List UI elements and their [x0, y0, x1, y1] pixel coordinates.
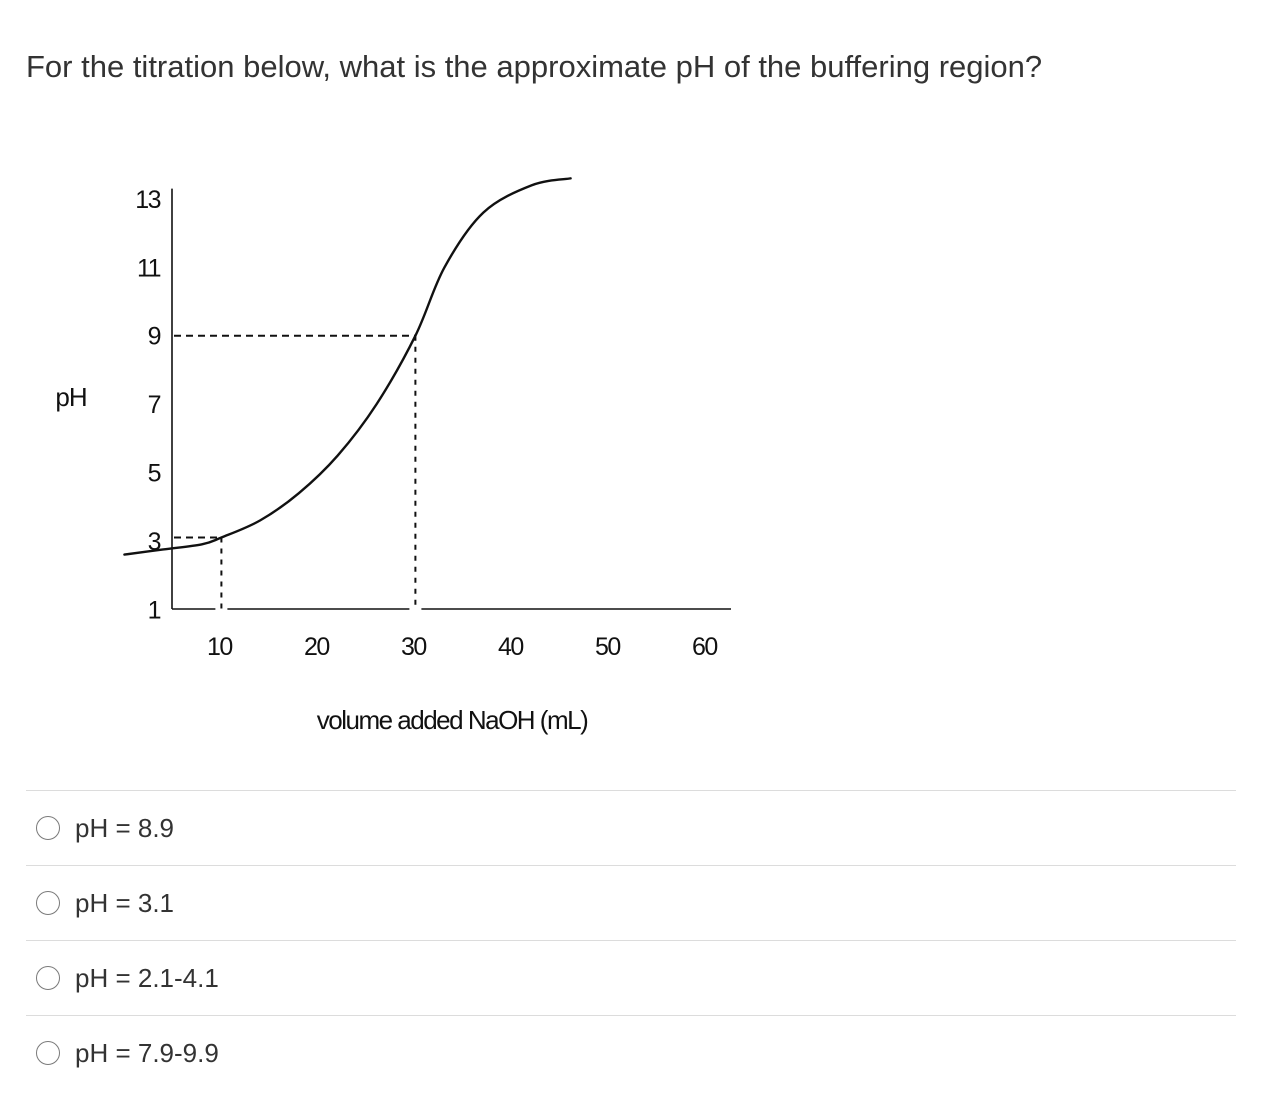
answer-option-label: pH = 8.9 [75, 812, 175, 843]
answer-options: pH = 8.9 pH = 3.1 pH = 2.1-4.1 pH = 7.9-… [26, 790, 1236, 1090]
y-tick-label: 11 [137, 254, 161, 282]
question-text: For the titration below, what is the app… [26, 49, 1043, 84]
y-tick-label: 13 [135, 186, 160, 214]
radio-button[interactable] [36, 1041, 60, 1065]
radio-button[interactable] [36, 966, 60, 990]
answer-option-3[interactable]: pH = 2.1-4.1 [26, 940, 1236, 1015]
y-tick-label: 5 [148, 460, 161, 488]
x-tick-label: 30 [401, 633, 426, 661]
x-tick-label: 60 [692, 633, 717, 661]
answer-option-label: pH = 3.1 [75, 887, 175, 918]
titration-chart: pH volume added NaOH (mL) 1 3 5 7 9 11 13 10 20 3… [55, 177, 731, 735]
radio-button[interactable] [36, 891, 60, 915]
x-tick-label: 50 [595, 633, 620, 661]
answer-option-4[interactable]: pH = 7.9-9.9 [26, 1015, 1236, 1090]
x-axis-label: volume added NaOH (mL) [317, 705, 588, 735]
y-tick-label: 9 [148, 323, 161, 351]
answer-option-2[interactable]: pH = 3.1 [26, 865, 1236, 940]
y-axis-label: pH [55, 382, 86, 412]
answer-option-label: pH = 2.1-4.1 [75, 962, 219, 993]
radio-button[interactable] [36, 816, 60, 840]
answer-option-1[interactable]: pH = 8.9 [26, 790, 1236, 865]
y-tick-label: 7 [148, 391, 161, 419]
answer-option-label: pH = 7.9-9.9 [75, 1037, 219, 1068]
x-tick-label: 20 [304, 633, 329, 661]
x-tick-label: 40 [498, 633, 523, 661]
y-tick-label: 3 [148, 528, 161, 556]
x-tick-label: 10 [207, 633, 232, 661]
y-tick-label: 1 [148, 596, 161, 624]
titration-curve [123, 177, 572, 556]
